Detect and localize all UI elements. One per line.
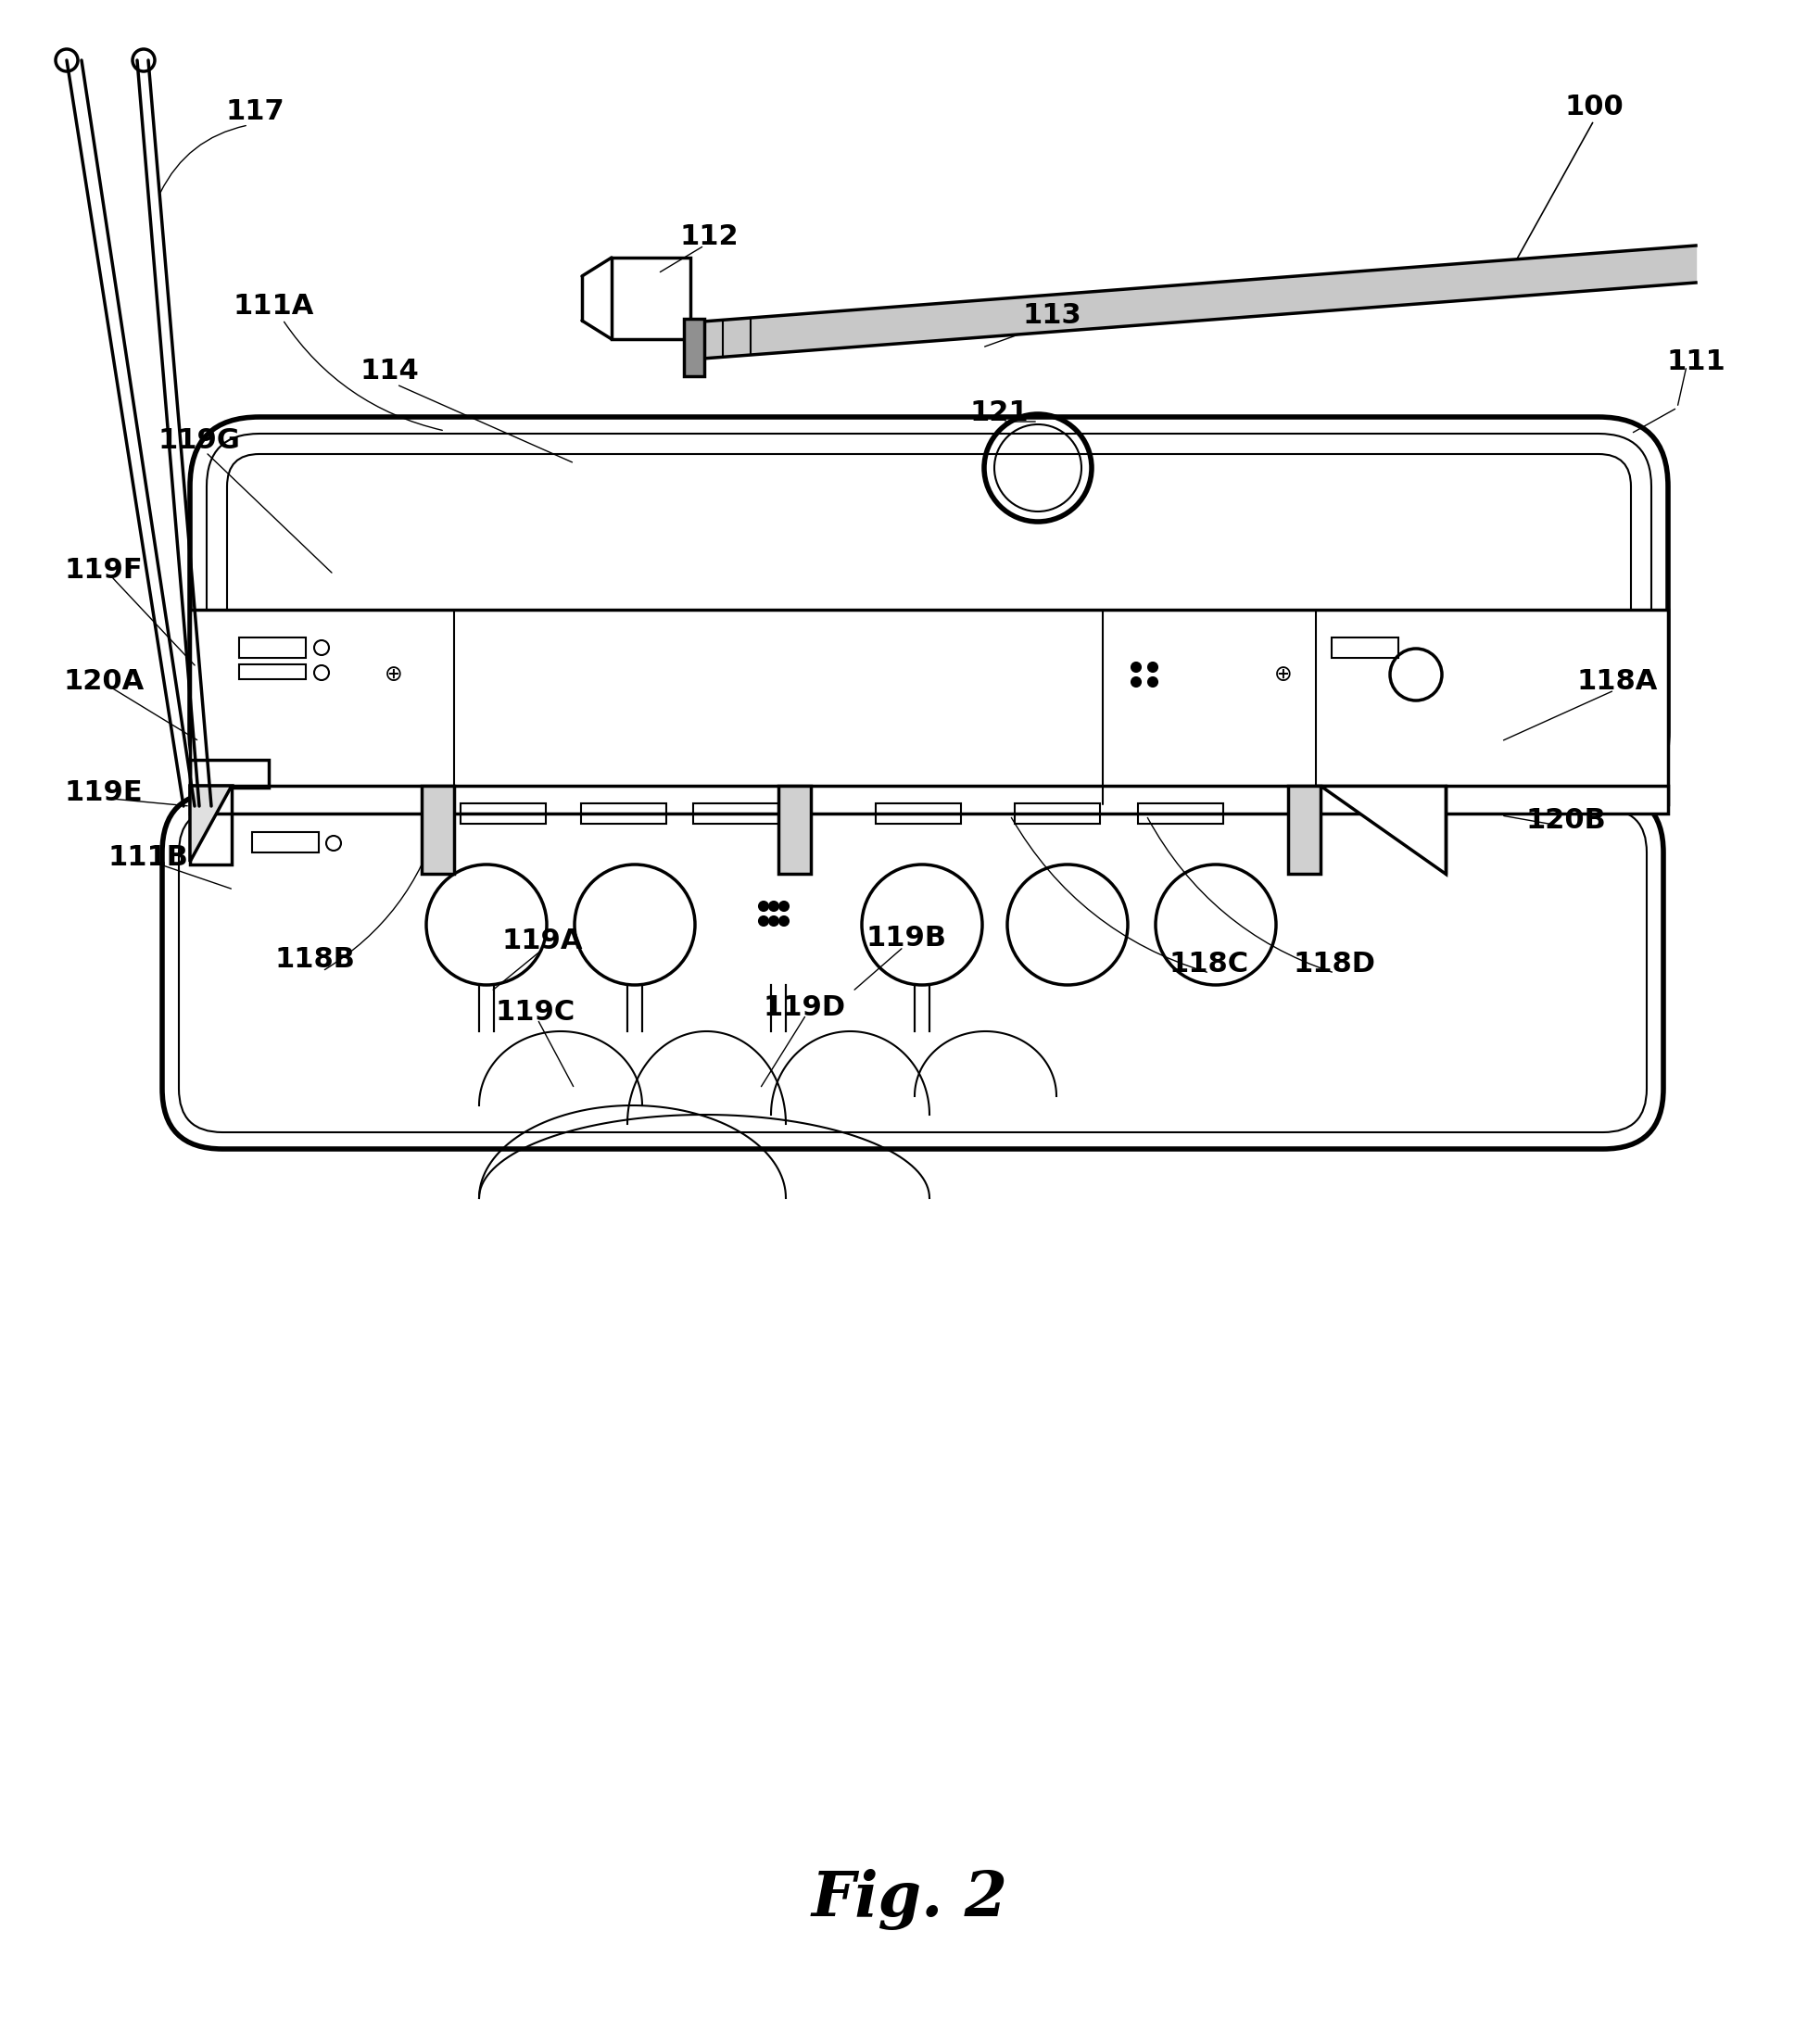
- FancyBboxPatch shape: [189, 417, 1667, 801]
- Text: 120A: 120A: [64, 669, 144, 695]
- Text: 119D: 119D: [763, 994, 844, 1020]
- Text: ⊕: ⊕: [1274, 662, 1292, 685]
- Bar: [422, 786, 453, 874]
- Circle shape: [759, 902, 768, 910]
- Bar: [460, 803, 546, 823]
- Bar: [1287, 786, 1320, 874]
- Text: 111A: 111A: [233, 293, 313, 319]
- Bar: [251, 831, 318, 853]
- Text: 119F: 119F: [64, 557, 144, 583]
- Text: 119C: 119C: [495, 998, 575, 1026]
- Circle shape: [1130, 677, 1139, 687]
- Bar: [238, 664, 306, 679]
- Circle shape: [768, 916, 777, 927]
- Text: 119E: 119E: [64, 778, 144, 805]
- Circle shape: [759, 916, 768, 927]
- Circle shape: [768, 902, 777, 910]
- Circle shape: [1148, 662, 1158, 673]
- Text: 100: 100: [1563, 93, 1623, 120]
- Bar: [684, 319, 704, 376]
- Bar: [1138, 803, 1223, 823]
- Text: 118C: 118C: [1168, 951, 1249, 977]
- FancyBboxPatch shape: [162, 792, 1662, 1148]
- Text: 118B: 118B: [275, 945, 355, 973]
- Circle shape: [1148, 677, 1158, 687]
- Text: 111B: 111B: [107, 843, 189, 870]
- Text: 118A: 118A: [1576, 669, 1656, 695]
- Bar: [612, 258, 690, 339]
- Bar: [189, 610, 1667, 805]
- Bar: [238, 638, 306, 658]
- Text: 117: 117: [226, 98, 284, 124]
- Text: 113: 113: [1021, 301, 1081, 329]
- Bar: [1014, 803, 1099, 823]
- Circle shape: [1130, 662, 1139, 673]
- Bar: [189, 786, 1667, 813]
- Text: 112: 112: [679, 224, 739, 250]
- Circle shape: [779, 916, 788, 927]
- Text: 119G: 119G: [158, 427, 240, 453]
- Polygon shape: [189, 786, 231, 862]
- Text: 114: 114: [360, 358, 419, 384]
- Polygon shape: [1319, 786, 1445, 874]
- Text: ⊕: ⊕: [384, 662, 402, 685]
- Bar: [777, 786, 810, 874]
- Bar: [581, 803, 666, 823]
- Bar: [189, 760, 269, 788]
- Text: 121: 121: [968, 398, 1028, 427]
- Circle shape: [779, 902, 788, 910]
- Bar: [189, 786, 231, 864]
- Text: 119B: 119B: [866, 925, 946, 951]
- Text: Fig. 2: Fig. 2: [812, 1869, 1008, 1930]
- Text: 119A: 119A: [500, 927, 582, 953]
- Text: 118D: 118D: [1292, 951, 1374, 977]
- Bar: [875, 803, 961, 823]
- Bar: [693, 803, 777, 823]
- Bar: [1330, 638, 1398, 658]
- Text: 111: 111: [1665, 347, 1725, 374]
- Text: 120B: 120B: [1525, 807, 1605, 833]
